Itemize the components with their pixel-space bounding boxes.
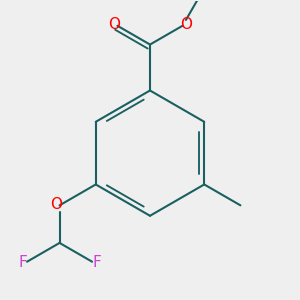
Text: O: O <box>50 197 62 212</box>
Text: O: O <box>108 17 120 32</box>
Text: F: F <box>18 255 27 270</box>
Text: O: O <box>180 17 192 32</box>
Text: F: F <box>92 255 101 270</box>
